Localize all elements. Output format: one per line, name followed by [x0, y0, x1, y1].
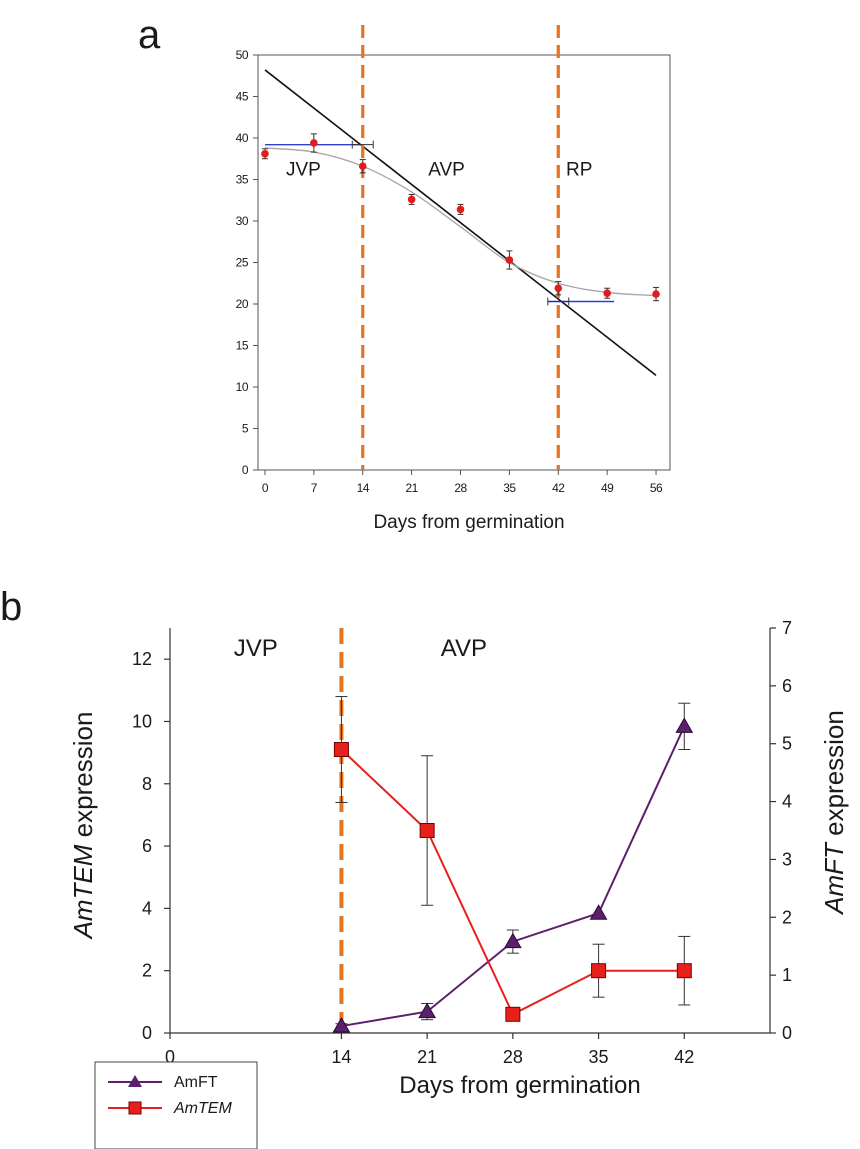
legend-box: [94, 1061, 258, 1149]
series-line-amft: [341, 725, 686, 1028]
data-point-amtem: [591, 963, 607, 979]
y-tick-label-a: 40: [236, 131, 249, 145]
data-point-amtem: [505, 1006, 521, 1022]
x-axis-label-a: Days from germination: [373, 512, 564, 533]
linear-fit-line: [264, 69, 657, 377]
data-point: [456, 205, 465, 214]
y-tick-label-a: 35: [236, 173, 249, 187]
x-tick-label-b: 14: [331, 1047, 351, 1067]
x-tick-label-b: 21: [417, 1047, 437, 1067]
y-right-tick-label: 0: [782, 1023, 792, 1043]
data-point-amtem: [676, 963, 692, 979]
x-axis-label-b: Days from germination: [399, 1072, 640, 1099]
y-left-tick-label: 2: [142, 961, 152, 981]
y-right-tick-label: 3: [782, 849, 792, 869]
data-point: [554, 284, 563, 293]
data-point: [603, 289, 611, 298]
x-tick-label-a: 49: [601, 481, 614, 495]
y-axis-right-label-gene: AmFT: [819, 841, 849, 916]
legend-label: AmFT: [174, 1074, 218, 1091]
x-tick-label-b: 28: [503, 1047, 523, 1067]
y-left-tick-label: 12: [132, 649, 152, 669]
y-right-tick-label: 4: [782, 792, 792, 812]
y-tick-label-a: 25: [236, 256, 249, 270]
data-point: [407, 195, 416, 204]
data-point: [261, 149, 269, 158]
data-point-amft: [332, 1017, 351, 1033]
y-right-tick-label: 5: [782, 734, 792, 754]
y-left-tick-label: 10: [132, 711, 152, 731]
x-tick-label-a: 21: [405, 481, 418, 495]
data-point-amft: [503, 932, 522, 949]
y-left-tick-label: 4: [142, 898, 152, 918]
panel-label-a: a: [138, 13, 161, 57]
data-point: [505, 256, 514, 264]
y-right-tick-label: 7: [782, 618, 792, 638]
sigmoid-fit-curve: [264, 147, 657, 297]
legend-label: AmTEM: [173, 1100, 232, 1117]
y-right-tick-label: 6: [782, 676, 792, 696]
y-tick-label-a: 30: [236, 214, 249, 228]
y-tick-label-a: 0: [242, 463, 249, 477]
legend-marker-square: [128, 1101, 142, 1115]
data-point-amtem: [333, 742, 349, 757]
phase-label-b-jvp: JVP: [234, 635, 278, 662]
legend: AmFT AmTEM: [94, 1061, 258, 1149]
y-right-tick-label: 2: [782, 907, 792, 927]
y-right-tick-label: 1: [782, 965, 792, 985]
y-tick-label-a: 10: [236, 380, 249, 394]
y-tick-label-a: 45: [236, 90, 249, 104]
y-tick-label-a: 50: [236, 48, 249, 62]
phase-label-rp: RP: [566, 159, 592, 180]
y-tick-label-a: 15: [236, 339, 249, 353]
y-tick-label-a: 5: [242, 422, 249, 436]
data-point: [652, 290, 660, 298]
panel-label-b: b: [0, 585, 22, 629]
x-tick-label-a: 14: [357, 481, 370, 495]
data-point-amft: [418, 1002, 437, 1019]
x-tick-label-b: 35: [589, 1047, 609, 1067]
y-axis-right-label: AmFT expression: [819, 710, 849, 916]
y-axis-left-label-gene: AmTEM: [68, 844, 98, 940]
y-left-tick-label: 6: [142, 836, 152, 856]
y-left-tick-label: 0: [142, 1023, 152, 1043]
phase-label-jvp: JVP: [286, 159, 321, 180]
legend-marker-triangle: [128, 1075, 142, 1087]
y-tick-label-a: 20: [236, 297, 249, 311]
series-line-amtem: [340, 748, 685, 1016]
x-tick-label-a: 28: [454, 481, 467, 495]
x-tick-label-b: 42: [674, 1047, 694, 1067]
y-left-tick-label: 8: [142, 774, 152, 794]
phase-label-avp: AVP: [428, 159, 465, 180]
phase-label-b-avp: AVP: [441, 635, 487, 662]
data-point: [358, 162, 367, 171]
panel-a: a 0 5 10 15 20 25 30 35 40 45 50 0 7 14 21 28 35 42 49 56 Da…: [138, 13, 671, 533]
data-point-amft: [589, 904, 608, 920]
x-tick-label-a: 35: [503, 481, 516, 495]
data-point: [310, 139, 318, 147]
y-axis-left-label-suffix: expression: [68, 712, 98, 845]
x-tick-label-a: 0: [262, 481, 269, 495]
data-point-amft: [675, 717, 694, 733]
x-tick-label-a: 42: [552, 481, 565, 495]
x-tick-label-b: 0: [165, 1047, 175, 1067]
y-axis-right-label-suffix: expression: [819, 710, 849, 843]
x-tick-label-a: 56: [650, 481, 663, 495]
y-axis-left-label: AmTEM expression: [68, 712, 98, 941]
data-point-amtem: [419, 823, 435, 838]
plot-frame-a: [257, 54, 671, 471]
x-tick-label-a: 7: [311, 481, 318, 495]
